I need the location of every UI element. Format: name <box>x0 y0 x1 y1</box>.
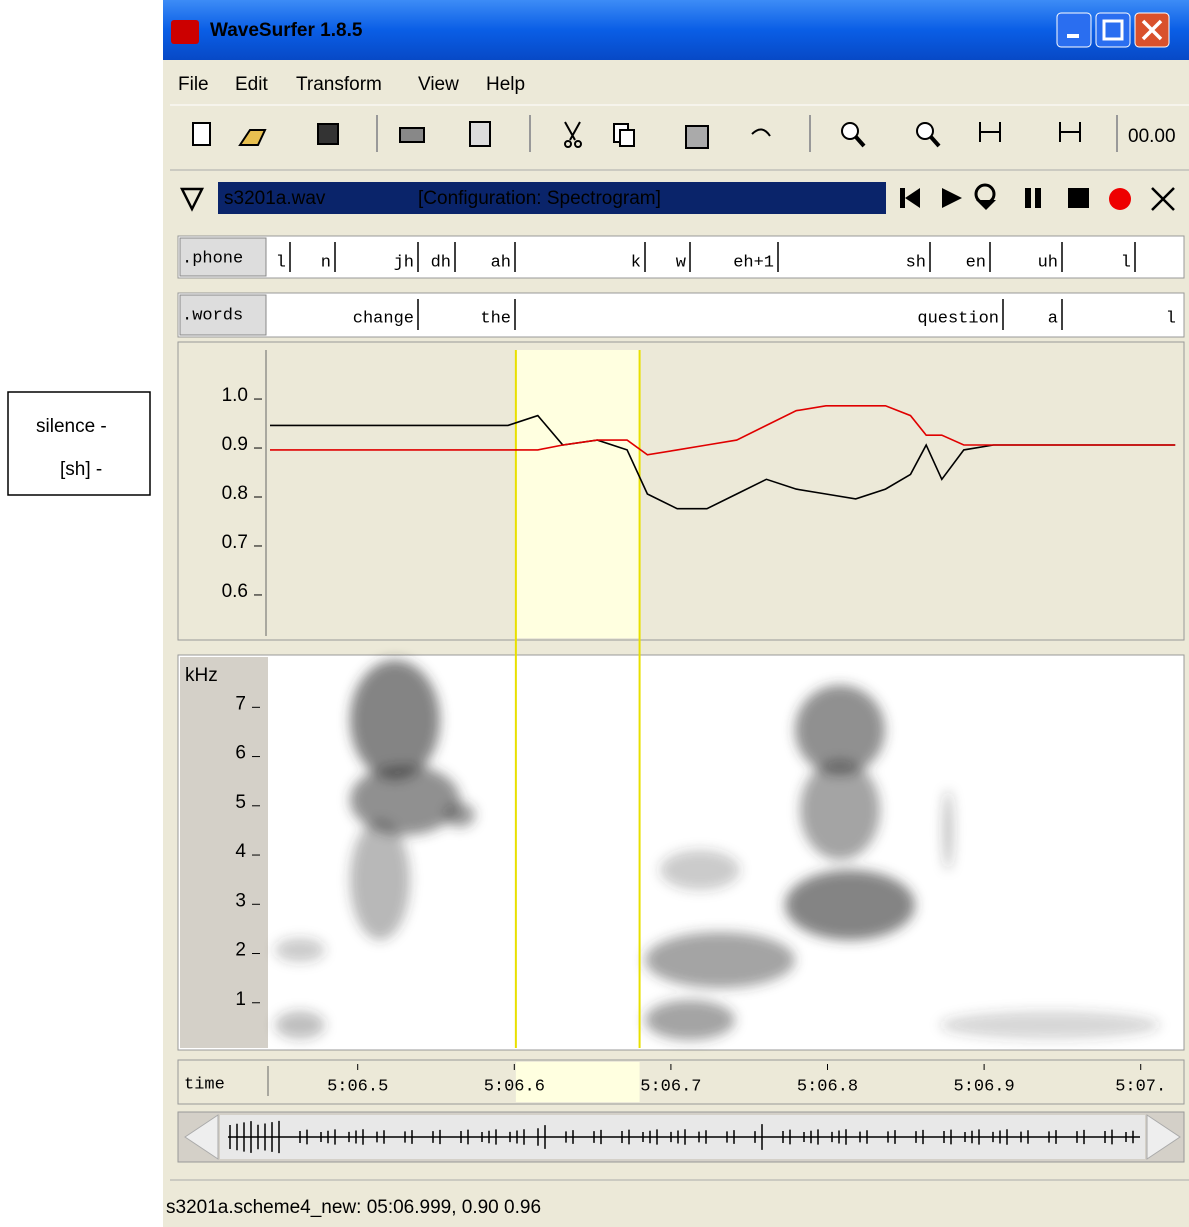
menu-item[interactable]: Transform <box>296 74 382 95</box>
time-tick-label: 5:06.5 <box>327 1077 388 1096</box>
close-glyph <box>1141 19 1163 41</box>
collapse-toggle[interactable] <box>179 187 205 212</box>
phone-label: eh+1 <box>733 253 774 272</box>
phone-label: dh <box>431 253 451 272</box>
transport-buttons[interactable] <box>900 183 1175 211</box>
legend-line: [sh] - <box>60 459 102 480</box>
title-bar <box>163 0 1189 60</box>
phone-label: uh <box>1038 253 1058 272</box>
phone-label: w <box>676 253 687 272</box>
time-tick-label: 5:06.6 <box>484 1077 545 1096</box>
phone-label: en <box>966 253 986 272</box>
menu-item[interactable]: View <box>418 74 459 95</box>
phone-tier <box>177 235 1185 279</box>
tier-label: .words <box>182 306 243 325</box>
selection-time <box>515 1062 640 1102</box>
maximize-button[interactable] <box>1095 12 1131 48</box>
y-tick-label: 4 <box>235 841 246 862</box>
sound-file: s3201a.wav <box>224 188 326 209</box>
axis-label: time <box>184 1075 225 1094</box>
tier-label: .phone <box>182 249 243 268</box>
window-title: WaveSurfer 1.8.5 <box>210 20 363 41</box>
scroll-right[interactable] <box>1146 1114 1181 1160</box>
time-tick-label: 5:06.7 <box>640 1077 701 1096</box>
selection <box>515 350 640 638</box>
y-tick-label: 3 <box>235 890 246 911</box>
tier-label-button[interactable] <box>179 294 267 336</box>
y-tick-label: 0.8 <box>222 483 248 504</box>
y-tick-label: 1.0 <box>222 385 248 406</box>
sound-title-field <box>218 182 886 214</box>
menu-item[interactable]: Edit <box>235 74 268 95</box>
phone-label: l <box>276 253 286 272</box>
maximize-glyph <box>1102 19 1124 41</box>
toolbar-icons <box>192 115 1118 152</box>
time-tick-label: 5:06.9 <box>954 1077 1015 1096</box>
axis-unit: kHz <box>185 665 218 686</box>
y-tick-label: 2 <box>235 940 246 961</box>
menu-item[interactable]: Help <box>486 74 525 95</box>
tier-label-button[interactable] <box>179 237 267 277</box>
phone-label: k <box>631 253 641 272</box>
phone-label: ah <box>491 253 511 272</box>
waveform-overview <box>228 1120 1140 1154</box>
y-tick-label: 0.6 <box>222 581 248 602</box>
scroll-left[interactable] <box>184 1114 219 1160</box>
y-tick-label: 5 <box>235 792 246 813</box>
y-tick-label: 0.9 <box>222 434 248 455</box>
window-body <box>170 60 1189 1227</box>
word-label: a <box>1048 309 1058 328</box>
pitch-line <box>270 405 1176 456</box>
pitch-panel <box>177 341 1185 641</box>
words-tier <box>177 292 1185 338</box>
y-tick-label: 6 <box>235 743 246 764</box>
y-tick-label: 0.7 <box>222 532 248 553</box>
y-tick-label: 7 <box>235 693 246 714</box>
time-axis <box>177 1059 1185 1105</box>
word-label: question <box>917 309 999 328</box>
phone-label: n <box>321 253 331 272</box>
word-label: the <box>480 309 511 328</box>
menu-item[interactable]: File <box>178 74 209 95</box>
phone-label: sh <box>906 253 926 272</box>
minimize-glyph <box>1067 34 1079 38</box>
minimize-button[interactable] <box>1056 12 1092 48</box>
phone-label: l <box>1121 253 1131 272</box>
status-text: s3201a.scheme4_new: 05:06.999, 0.90 0.96 <box>166 1197 541 1218</box>
time-tick-label: 5:06.8 <box>797 1077 858 1096</box>
spectrogram-image <box>275 660 1160 1040</box>
legend-line: silence - <box>36 416 107 437</box>
spectrogram-axis-area <box>180 657 268 1048</box>
phone-label: jh <box>394 253 414 272</box>
time-tick-label: 5:07. <box>1115 1077 1166 1096</box>
time-field: 00.00 <box>1128 126 1176 147</box>
app-icon <box>171 20 199 44</box>
word-label: l <box>1166 309 1176 328</box>
word-label: change <box>353 309 414 328</box>
y-tick-label: 1 <box>235 989 246 1010</box>
sound-configuration: [Configuration: Spectrogram] <box>418 188 661 209</box>
legend-box <box>7 391 151 496</box>
